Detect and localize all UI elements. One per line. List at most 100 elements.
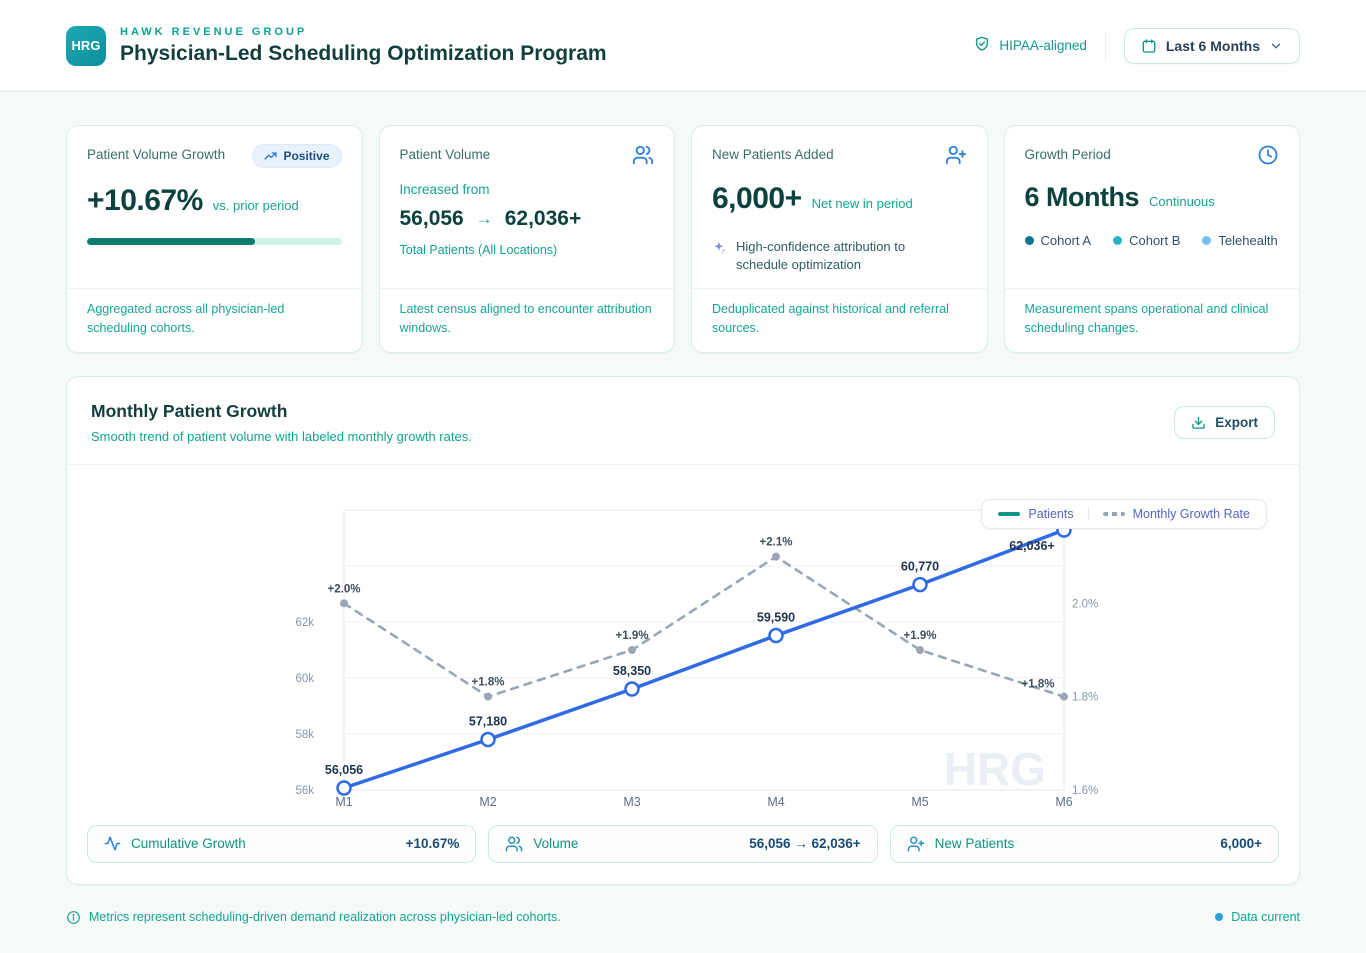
svg-text:M4: M4 (767, 795, 784, 809)
chip-label: Cumulative Growth (131, 836, 246, 852)
sparkles-icon (712, 238, 727, 274)
svg-text:+1.9%: +1.9% (616, 630, 649, 642)
hrg-logo: HRG (66, 25, 106, 66)
users-icon (505, 835, 523, 853)
legend-item-patients[interactable]: Patients (998, 506, 1074, 521)
badge-label: Positive (283, 149, 330, 163)
new-patients-suffix: Net new in period (811, 196, 913, 211)
card-patient-volume-growth: Patient Volume Growth Positive +10.67% v… (66, 125, 363, 353)
card-growth-period: Growth Period 6 Months Continuous Cohort… (1003, 125, 1300, 353)
info-icon (66, 910, 81, 925)
svg-text:56k: 56k (295, 785, 314, 797)
page-title: Physician-Led Scheduling Optimization Pr… (120, 41, 607, 65)
chart-legend: Patients Monthly Growth Rate (981, 498, 1267, 529)
users-icon (632, 144, 654, 166)
export-button[interactable]: Export (1174, 405, 1275, 439)
card-footnote: Latest census aligned to encounter attri… (379, 288, 674, 351)
positive-badge: Positive (252, 144, 342, 168)
card-title: Patient Volume Growth (87, 147, 226, 162)
svg-text:+1.9%: +1.9% (904, 630, 937, 642)
attribution-text: High-confidence attribution to schedule … (736, 239, 906, 273)
svg-text:M6: M6 (1055, 795, 1072, 809)
monthly-growth-panel: Monthly Patient Growth Smooth trend of p… (66, 375, 1300, 885)
legend-label: Monthly Growth Rate (1132, 506, 1250, 521)
volume-lead: Increased from (399, 182, 490, 197)
chart-area: HRG +2.0% +1.8% +1.9% +2.1% +1.9% +1.8% 56,056 5… (67, 465, 1299, 809)
data-point-M4[interactable] (768, 627, 784, 643)
new-patients-value: 6,000+ (712, 182, 802, 215)
status-label: Data current (1231, 910, 1300, 925)
page-footnote: Metrics represent scheduling-driven dema… (66, 910, 1300, 925)
legend-label: Patients (1028, 506, 1074, 521)
legend-item-growth-rate[interactable]: Monthly Growth Rate (1087, 506, 1250, 521)
footnote-text: Metrics represent scheduling-driven dema… (89, 910, 561, 925)
period-suffix: Continuous (1149, 194, 1215, 209)
hipaa-label: HIPAA-aligned (999, 38, 1087, 53)
cohort-b-dot (1113, 236, 1123, 245)
cohort-a-dot (1024, 236, 1034, 245)
monthly-growth-chart: HRG +2.0% +1.8% +1.9% +2.1% +1.9% +1.8% 56,056 5… (295, 509, 1098, 809)
cohort-b-label: Cohort B (1129, 233, 1181, 248)
top-bar: HRG HAWK REVENUE GROUP Physician-Led Sch… (0, 0, 1366, 92)
clock-icon (1257, 144, 1279, 166)
data-point-M3[interactable] (624, 680, 640, 697)
data-point-M5[interactable] (912, 576, 928, 592)
svg-text:+2.0%: +2.0% (328, 583, 361, 595)
panel-subtitle: Smooth trend of patient volume with labe… (91, 428, 472, 444)
card-footnote: Aggregated across all physician-led sche… (67, 288, 362, 351)
calendar-icon (1141, 38, 1157, 54)
card-patient-volume: Patient Volume Increased from 56,056 → 6… (378, 125, 675, 353)
data-point-M2[interactable] (480, 731, 496, 747)
volume-to: 62,036+ (504, 207, 582, 230)
data-status: Data current (1215, 910, 1300, 924)
arrow-right-icon: → (475, 209, 493, 228)
svg-text:60,770: 60,770 (901, 559, 939, 573)
svg-text:60k: 60k (295, 673, 314, 685)
date-range-label: Last 6 Months (1165, 37, 1260, 54)
chip-volume: Volume 56,056 → 62,036+ (488, 824, 878, 863)
card-new-patients: New Patients Added 6,000+ Net new in per… (691, 125, 988, 353)
svg-text:57,180: 57,180 (469, 714, 507, 728)
panel-title: Monthly Patient Growth (91, 400, 288, 421)
card-title: New Patients Added (712, 147, 834, 162)
growth-rate-swatch (1102, 511, 1125, 516)
growth-suffix: vs. prior period (212, 198, 299, 213)
svg-text:HRG: HRG (944, 743, 1046, 795)
growth-value: +10.67% (87, 184, 203, 217)
data-point-M1[interactable] (336, 779, 352, 796)
svg-text:1.6%: 1.6% (1072, 785, 1098, 797)
card-footnote: Deduplicated against historical and refe… (692, 288, 987, 351)
chip-label: Volume (533, 836, 579, 852)
header-divider (1104, 30, 1106, 61)
svg-text:62,036+: 62,036+ (1009, 539, 1055, 553)
chip-value: 56,056 → 62,036+ (749, 836, 861, 852)
svg-text:M5: M5 (911, 795, 928, 809)
download-icon (1191, 415, 1206, 430)
card-footnote: Measurement spans operational and clinic… (1004, 288, 1299, 351)
chip-label: New Patients (934, 836, 1015, 852)
svg-text:58,350: 58,350 (613, 664, 651, 678)
svg-text:M3: M3 (623, 795, 640, 809)
chip-new-patients: New Patients 6,000+ (889, 824, 1279, 863)
export-label: Export (1215, 414, 1258, 430)
svg-text:59,590: 59,590 (757, 610, 795, 624)
cohort-a: Cohort A (1024, 233, 1092, 248)
chevron-down-icon (1269, 39, 1283, 53)
shield-check-icon (973, 35, 991, 56)
svg-text:56,056: 56,056 (325, 763, 363, 777)
svg-text:62k: 62k (295, 617, 314, 629)
svg-text:58k: 58k (295, 729, 314, 741)
svg-text:1.8%: 1.8% (1072, 691, 1098, 703)
svg-text:M2: M2 (479, 795, 496, 809)
stat-cards: Patient Volume Growth Positive +10.67% v… (66, 125, 1300, 353)
volume-caption: Total Patients (All Locations) (399, 243, 558, 257)
date-range-button[interactable]: Last 6 Months (1123, 27, 1300, 64)
user-plus-icon (907, 835, 925, 853)
card-title: Growth Period (1024, 147, 1111, 162)
cohort-telehealth: Telehealth (1202, 233, 1278, 248)
patients-swatch (998, 511, 1021, 516)
cohort-a-label: Cohort A (1040, 233, 1092, 248)
telehealth-label: Telehealth (1218, 233, 1278, 248)
period-value: 6 Months (1024, 182, 1140, 212)
svg-text:+2.1%: +2.1% (760, 536, 793, 548)
